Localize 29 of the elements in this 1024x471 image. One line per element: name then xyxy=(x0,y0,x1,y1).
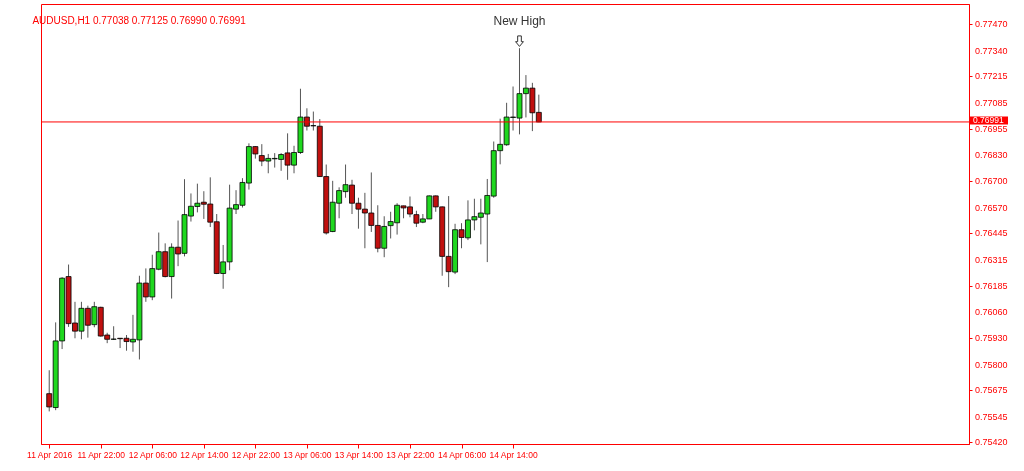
x-tick-label: 11 Apr 22:00 xyxy=(77,449,126,460)
x-tick-label: 13 Apr 22:00 xyxy=(386,449,435,460)
y-tick-label: 0.75930 xyxy=(975,333,1008,344)
x-tick-label: 14 Apr 14:00 xyxy=(489,449,538,460)
x-tick-label: 12 Apr 06:00 xyxy=(128,449,178,460)
x-tick-label: 13 Apr 06:00 xyxy=(283,449,332,460)
x-tick-label: 12 Apr 22:00 xyxy=(231,449,281,460)
y-tick-label: 0.76185 xyxy=(975,281,1008,292)
x-tick-label: 12 Apr 14:00 xyxy=(180,449,229,460)
y-tick-label: 0.77340 xyxy=(975,45,1008,56)
x-tick-label: 13 Apr 14:00 xyxy=(334,449,384,460)
annotation: New High xyxy=(493,14,546,29)
y-tick-label: 0.76955 xyxy=(975,124,1008,135)
y-tick-label: 0.75545 xyxy=(975,411,1008,422)
y-tick-label: 0.77085 xyxy=(975,97,1008,108)
y-tick-label: 0.75675 xyxy=(975,385,1008,396)
y-tick-label: 0.76060 xyxy=(975,306,1008,317)
y-tick-label: 0.75420 xyxy=(975,436,1008,447)
y-tick-label: 0.77470 xyxy=(975,19,1008,30)
x-tick-label: 14 Apr 06:00 xyxy=(437,449,487,460)
y-tick-label: 0.76830 xyxy=(975,149,1008,160)
y-tick-label: 0.76700 xyxy=(975,176,1008,187)
y-tick-label: 0.76570 xyxy=(975,202,1008,213)
x-tick-label: 11 Apr 2016 xyxy=(27,449,73,460)
y-tick-label: 0.76445 xyxy=(975,228,1008,239)
y-tick-label: 0.77215 xyxy=(975,71,1008,82)
y-tick-label: 0.75800 xyxy=(975,359,1008,370)
ref-line-label: 0.76991 xyxy=(973,115,1004,126)
y-tick-label: 0.76315 xyxy=(975,254,1008,265)
